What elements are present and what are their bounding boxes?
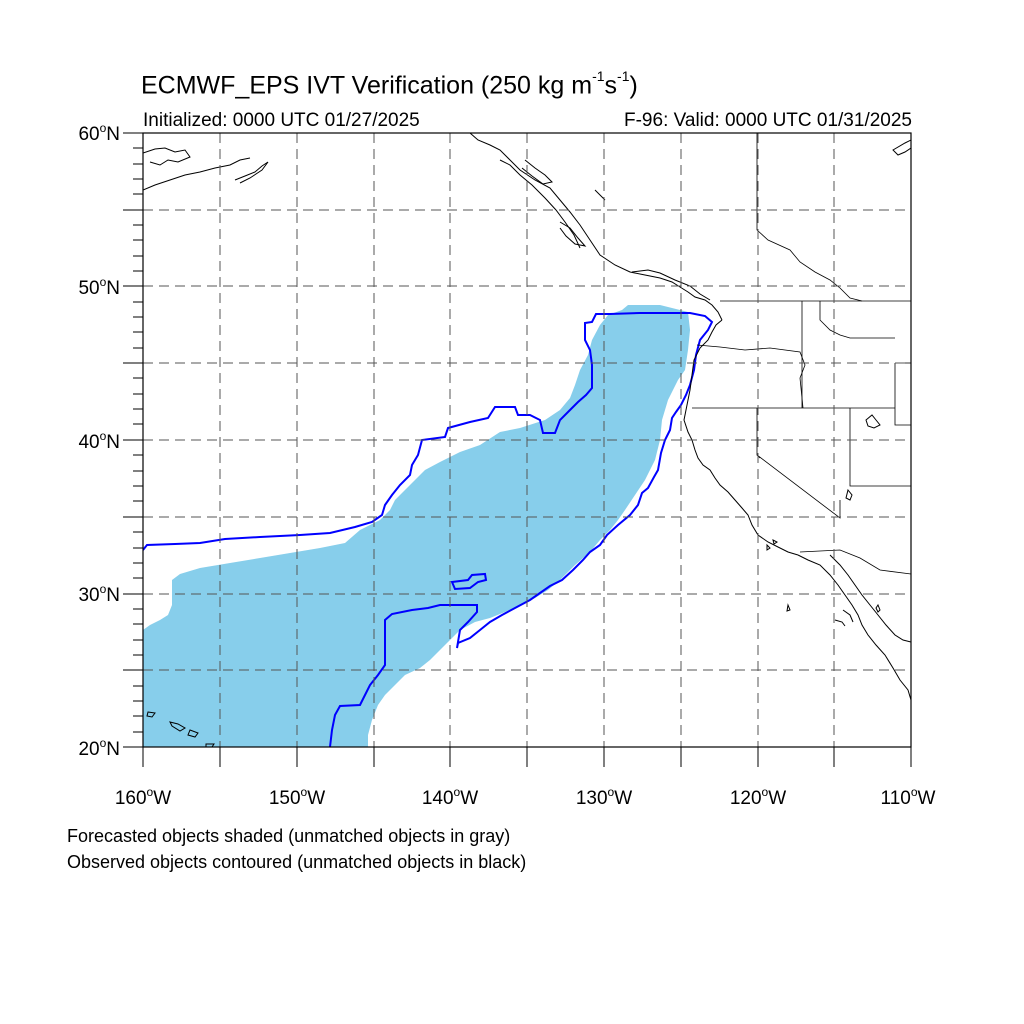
valid-time: F-96: Valid: 0000 UTC 01/31/2025: [624, 110, 912, 131]
footnote-observed: Observed objects contoured (unmatched ob…: [67, 852, 527, 872]
lat-label-20: 20oN: [78, 736, 120, 760]
map-title: ECMWF_EPS IVT Verification (250 kg m-1s-…: [141, 68, 638, 100]
observed-ivt-contour-small: [450, 572, 488, 591]
forecast-ivt-object: [143, 305, 690, 747]
lon-label-150: 150oW: [269, 785, 325, 809]
lat-label-40: 40oN: [78, 429, 120, 453]
lon-label-160: 160oW: [115, 785, 171, 809]
latitude-labels: 60oN 50oN 40oN 30oN 20oN: [78, 121, 120, 760]
lon-label-140: 140oW: [422, 785, 478, 809]
observed-ivt-contour: [143, 312, 714, 747]
lon-label-120: 120oW: [730, 785, 786, 809]
lon-label-130: 130oW: [576, 785, 632, 809]
grid-lines: [143, 133, 911, 747]
initialized-time: Initialized: 0000 UTC 01/27/2025: [143, 110, 420, 131]
lat-label-30: 30oN: [78, 582, 120, 606]
lat-label-60: 60oN: [78, 121, 120, 145]
footnote-forecast: Forecasted objects shaded (unmatched obj…: [67, 826, 511, 846]
coastlines: [143, 133, 911, 747]
lat-label-50: 50oN: [78, 275, 120, 299]
axis-ticks: [123, 132, 912, 767]
longitude-labels: 160oW 150oW 140oW 130oW 120oW 110oW: [115, 785, 936, 809]
lon-label-110: 110oW: [881, 785, 936, 809]
political-boundaries: [692, 133, 911, 575]
